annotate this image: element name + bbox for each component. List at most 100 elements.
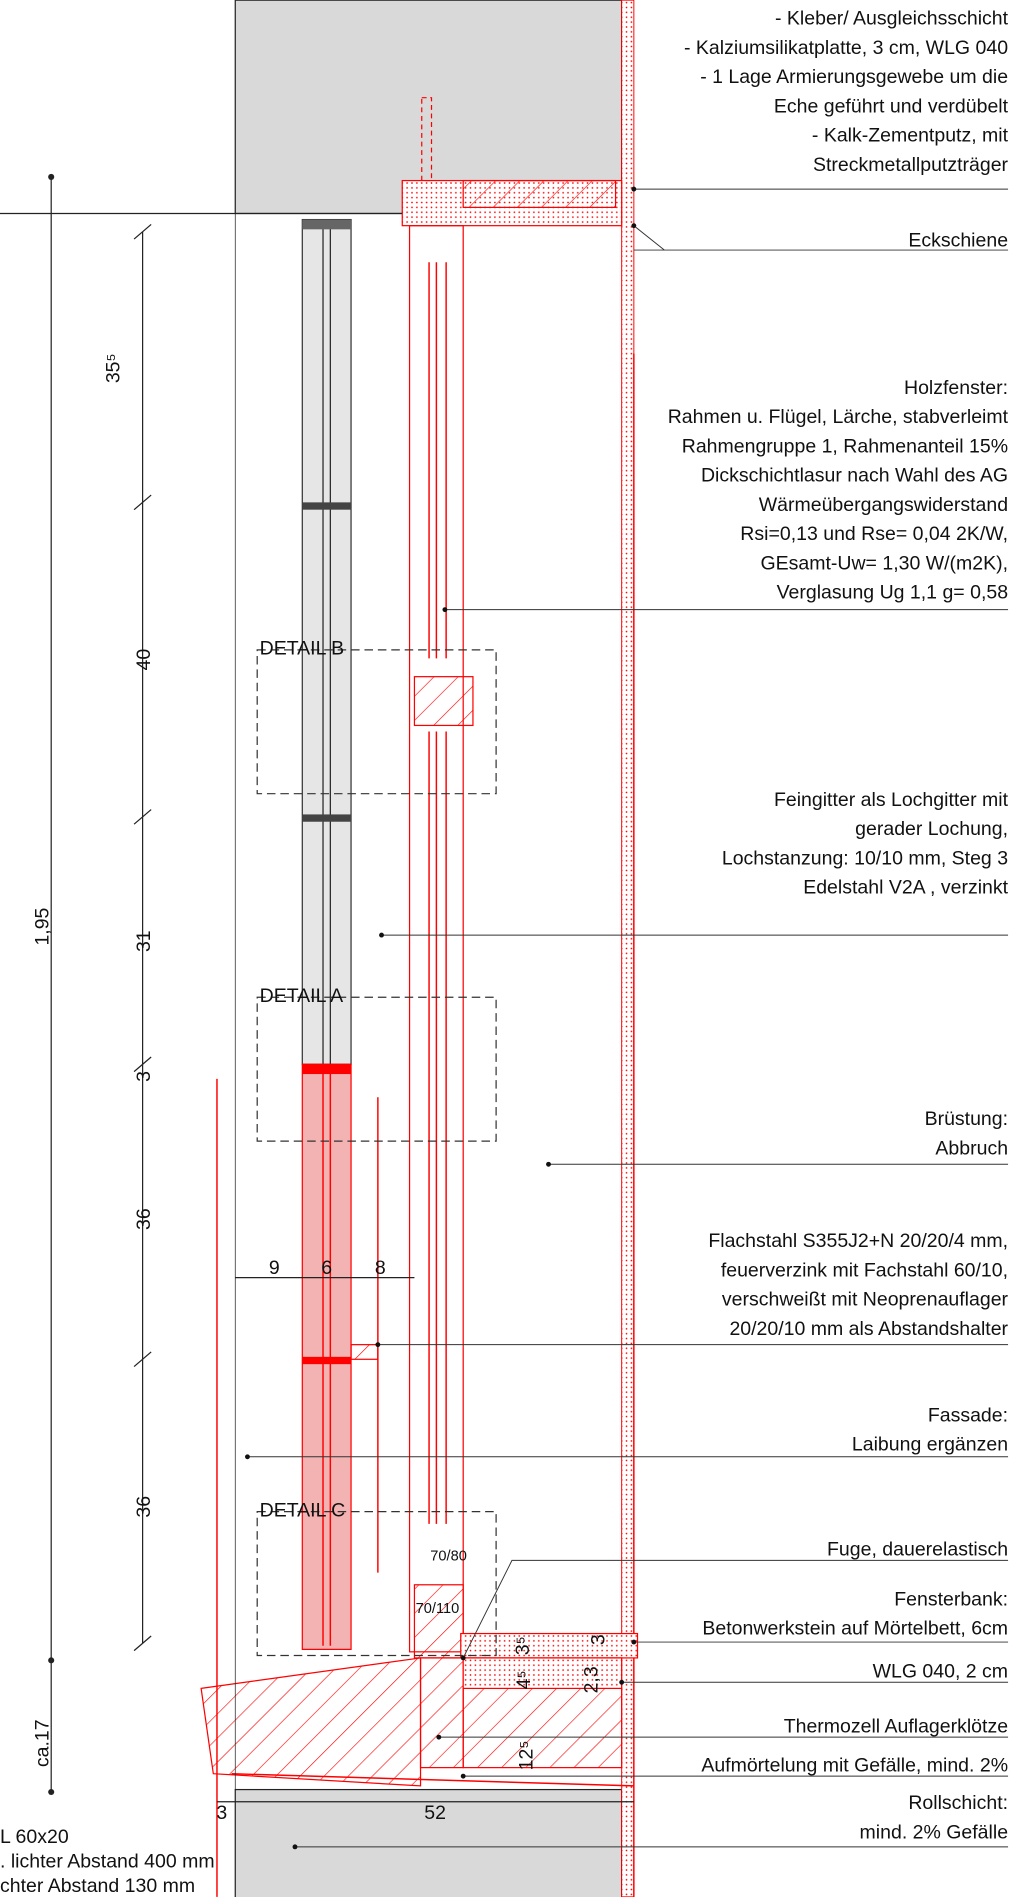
- note: L 60x20: [0, 1826, 69, 1848]
- leader-dot: [436, 1734, 442, 1740]
- annotation-text: Wärmeübergangswiderstand: [759, 494, 1008, 516]
- dimension-label: 6: [321, 1257, 332, 1279]
- dim-dot: [48, 173, 55, 180]
- rollschicht: [200, 1657, 422, 1787]
- spacer: [350, 1344, 379, 1360]
- dimension-label: 3: [216, 1802, 227, 1824]
- wall-bottom: [234, 1788, 623, 1897]
- leader-dot: [546, 1161, 551, 1167]
- dimension-label: 12⁵: [516, 1741, 538, 1771]
- annotation-text: Abbruch: [935, 1138, 1008, 1160]
- leader-dot: [631, 223, 637, 229]
- dimension-label: 31: [133, 930, 155, 952]
- detail-box: [256, 996, 497, 1142]
- leader-dot: [631, 1639, 637, 1645]
- profile-label: 70/110: [416, 1601, 460, 1617]
- profile-label: 70/80: [430, 1548, 467, 1564]
- dimension-label: 1,95: [32, 907, 54, 945]
- annotation-text: Fensterbank:: [894, 1589, 1008, 1611]
- detail-label: DETAIL B: [260, 638, 345, 660]
- annotation-text: mind. 2% Gefälle: [860, 1821, 1009, 1843]
- dim-tick: [133, 809, 152, 825]
- annotation-text: Rollschicht:: [908, 1792, 1008, 1814]
- annotation-text: GEsamt-Uw= 1,30 W/(m2K),: [760, 552, 1008, 574]
- leader-dot: [442, 607, 448, 613]
- annotations: - Kleber/ Ausgleichsschicht - Kalziumsili…: [0, 8, 1009, 1897]
- annotation-text: Verglasung Ug 1,1 g= 0,58: [777, 582, 1008, 604]
- annotation-text: Lochstanzung: 10/10 mm, Steg 3: [722, 847, 1008, 869]
- dimension-label: 2,3: [580, 1666, 602, 1693]
- dimension-label: 9: [269, 1257, 280, 1279]
- thermozell: [419, 1657, 464, 1769]
- dimension-label: 3⁵: [512, 1636, 534, 1655]
- sill-frame: [413, 1584, 464, 1659]
- dimension-label: 52: [424, 1802, 446, 1824]
- annotation-text: Brüstung:: [925, 1108, 1008, 1130]
- annotation-text: Aufmörtelung mit Gefälle, mind. 2%: [701, 1754, 1008, 1776]
- annotation-text: - 1 Lage Armierungsgewebe um die: [700, 66, 1008, 88]
- detail-box: [256, 1511, 497, 1657]
- dim-tick: [133, 223, 152, 240]
- dimension-label: 35⁵: [102, 353, 124, 383]
- dim-dot: [48, 1657, 55, 1664]
- grille-bar: [302, 814, 352, 822]
- detail-box: [256, 649, 497, 795]
- insulation-sill: [462, 1657, 623, 1690]
- annotation-text: Feingitter als Lochgitter mit: [774, 789, 1009, 811]
- leader-dot: [292, 1844, 298, 1850]
- annotation-text: - Kalk-Zementputz, mit: [812, 125, 1009, 147]
- annotation-text: WLG 040, 2 cm: [873, 1660, 1008, 1682]
- mortar: [462, 1687, 623, 1769]
- annotation-text: Fassade:: [928, 1404, 1008, 1426]
- annotation-text: 20/20/10 mm als Abstandshalter: [729, 1318, 1008, 1340]
- annotation-text: Betonwerkstein auf Mörtelbett, 6cm: [702, 1618, 1008, 1640]
- leader-line: [633, 225, 1009, 251]
- annotation-text: Eche geführt und verdübelt: [774, 95, 1009, 117]
- note: chter Abstand 130 mm: [0, 1875, 195, 1897]
- leader-line: [462, 1559, 1009, 1659]
- annotation-text: Eckschiene: [908, 229, 1008, 251]
- leader-dot: [379, 932, 384, 938]
- annotation-text: Streckmetallputzträger: [813, 154, 1009, 176]
- leader-dot: [619, 1679, 625, 1685]
- annotation-text: - Kleber/ Ausgleichsschicht: [775, 8, 1009, 30]
- leader-dot: [375, 1342, 381, 1348]
- dimension-label: 36: [133, 1208, 155, 1230]
- annotation-text: Rahmengruppe 1, Rahmenanteil 15%: [682, 435, 1008, 457]
- annotation-text: Rahmen u. Flügel, Lärche, stabverleimt: [668, 406, 1009, 428]
- dim-tick: [133, 1056, 152, 1073]
- grille-bar: [302, 502, 352, 510]
- dim-tick: [133, 494, 152, 511]
- annotation-text: Fuge, dauerelastisch: [827, 1539, 1008, 1561]
- annotation-text: Edelstahl V2A , verzinkt: [803, 877, 1008, 899]
- dimension-label: 8: [375, 1257, 386, 1279]
- annotation-text: gerader Lochung,: [855, 818, 1008, 840]
- leader-dot: [460, 1773, 466, 1779]
- leader-dot: [460, 1655, 466, 1661]
- grille-bar: [302, 219, 352, 230]
- annotation-text: verschweißt mit Neoprenauflager: [722, 1289, 1009, 1311]
- plaster: [621, 0, 635, 1897]
- fensterbank: [460, 1632, 639, 1659]
- dimension-label: ca.17: [32, 1719, 54, 1767]
- annotation-text: Flachstahl S355J2+N 20/20/4 mm,: [708, 1230, 1008, 1252]
- transom: [413, 676, 474, 727]
- annotation-text: Laibung ergänzen: [852, 1434, 1008, 1456]
- calcium-board: [462, 179, 617, 208]
- dimension-label: 3: [588, 1634, 610, 1645]
- wall-top: [234, 0, 623, 215]
- annotation-text: Rsi=0,13 und Rse= 0,04 2K/W,: [740, 523, 1008, 545]
- detail-label: DETAIL C: [260, 1500, 346, 1522]
- annotation-text: - Kalziumsilikatplatte, 3 cm, WLG 040: [684, 37, 1008, 59]
- leader-dot: [631, 186, 637, 192]
- leader-dot: [245, 1454, 250, 1460]
- annotation-text: feuerverzink mit Fachstahl 60/10,: [721, 1259, 1008, 1281]
- annotation-text: Dickschichtlasur nach Wahl des AG: [701, 465, 1008, 487]
- detail-label: DETAIL A: [260, 985, 343, 1007]
- dim-tick: [133, 1635, 152, 1652]
- slope: [231, 1772, 634, 1787]
- dimension-label: 4⁵: [513, 1670, 535, 1689]
- note: . lichter Abstand 400 mm: [0, 1851, 215, 1873]
- annotation-text: Holzfenster:: [904, 377, 1008, 399]
